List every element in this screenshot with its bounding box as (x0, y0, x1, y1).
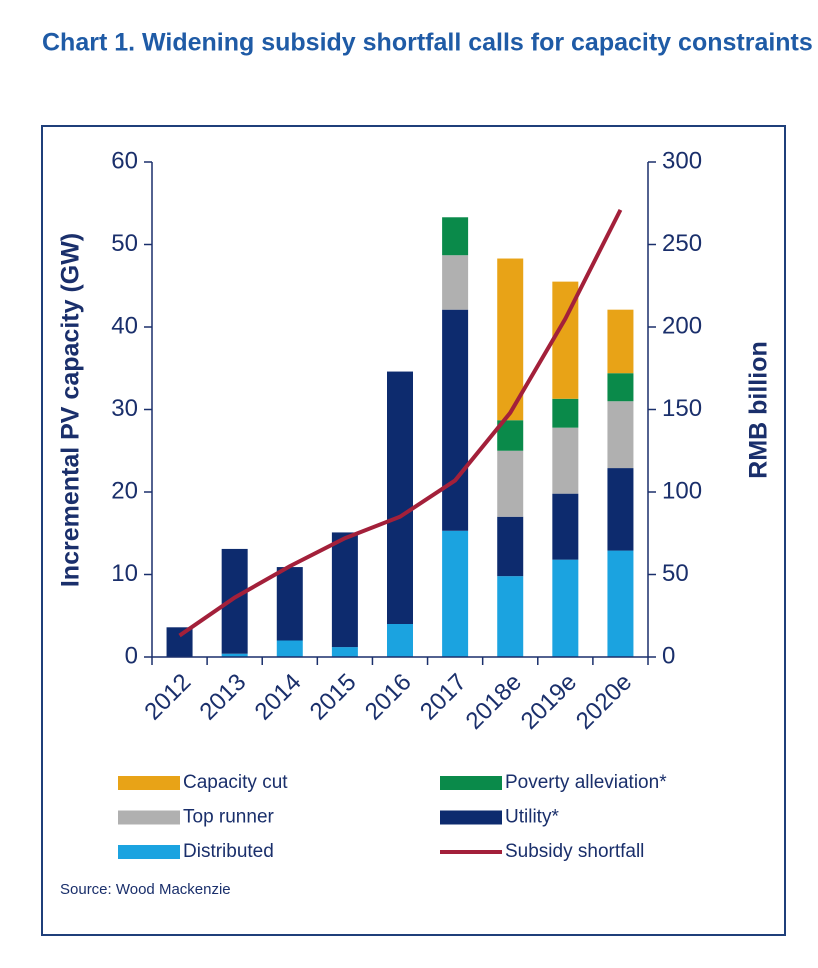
bar-segment (607, 373, 634, 402)
frame (41, 125, 786, 936)
bar-segment (442, 217, 469, 256)
source: Source: Wood Mackenzie (60, 881, 231, 898)
y2-tick-label: 50 (662, 560, 689, 587)
x-tick-label: 2019e (516, 669, 582, 735)
bar-segment (497, 576, 524, 657)
x-tick-label: 2020e (571, 669, 637, 735)
bar-segment (166, 627, 193, 657)
y-tick-label: 0 (125, 642, 138, 669)
x-tick-label: 2018e (461, 669, 527, 735)
y2-tick-label: 200 (662, 312, 702, 339)
y-tick-label: 10 (111, 560, 138, 587)
bar-segment (387, 371, 413, 624)
legend-label: Top runner (183, 807, 275, 828)
y-tick-label: 30 (111, 395, 138, 422)
y2-axis-title: RMB billion (745, 341, 773, 478)
bar-segment (387, 624, 413, 657)
bar-segment (442, 309, 469, 531)
x-tick-label: 2013 (195, 669, 252, 726)
legend-swatch (440, 810, 502, 825)
y-axis-title: Incremental PV capacity (GW) (57, 233, 85, 587)
bar-segment (607, 468, 634, 551)
legend-swatch (118, 776, 180, 790)
bar-segment (607, 309, 634, 374)
y2-tick-label: 250 (662, 230, 702, 257)
legend-swatch (118, 845, 180, 859)
bar-segment (497, 450, 524, 517)
bar-segment (497, 258, 524, 421)
bar-segment (331, 532, 358, 648)
bar-segment (552, 559, 579, 657)
y2-tick-label: 0 (662, 642, 675, 669)
x-tick-label: 2015 (305, 669, 362, 726)
legend-label: Poverty alleviation* (505, 772, 667, 793)
legend-label: Subsidy shortfall (505, 841, 644, 862)
chart-title: Chart 1. Widening subsidy shortfall call… (42, 29, 813, 57)
y-tick-label: 50 (111, 230, 138, 257)
bar-segment (276, 567, 303, 641)
y-tick-label: 40 (111, 312, 138, 339)
y2-tick-label: 300 (662, 147, 702, 174)
bar-segment (221, 548, 248, 654)
bar-segment (552, 493, 579, 560)
bar-segment (331, 647, 358, 657)
y2-tick-label: 100 (662, 477, 702, 504)
bar-segment (276, 640, 303, 657)
legend-swatch (440, 776, 502, 790)
x-tick-label: 2014 (250, 669, 307, 726)
bar-segment (607, 401, 634, 469)
bar-segment (552, 427, 579, 494)
bar-segment (442, 255, 469, 310)
bar-segment (607, 550, 634, 657)
legend-swatch (118, 810, 180, 825)
legend-label: Utility* (505, 807, 559, 828)
x-tick-label: 2016 (360, 669, 417, 726)
bar-segment (442, 530, 469, 657)
bar-segment (552, 398, 579, 428)
x-tick-label: 2012 (139, 669, 196, 726)
legend-label: Distributed (183, 841, 274, 862)
y-tick-label: 60 (111, 147, 138, 174)
bar-segment (497, 516, 524, 577)
y-tick-label: 20 (111, 477, 138, 504)
line-series (178, 208, 623, 638)
y2-tick-label: 150 (662, 395, 702, 422)
bar-segment (221, 653, 248, 657)
legend-label: Capacity cut (183, 772, 288, 793)
